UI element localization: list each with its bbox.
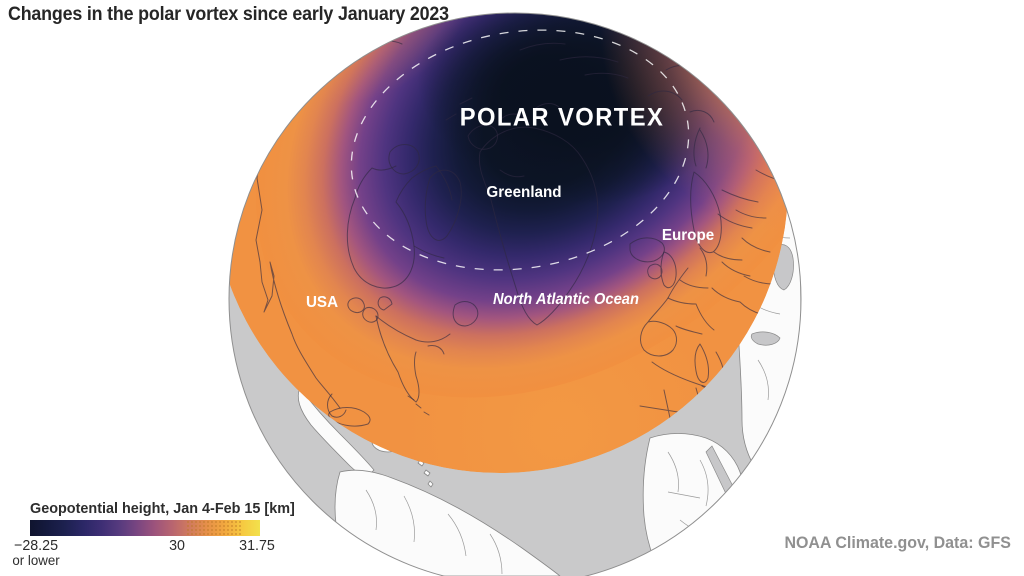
label-usa: USA	[305, 294, 339, 311]
legend-tick-min: −28.25 or lower	[12, 537, 60, 568]
legend-tick-min-note: or lower	[12, 552, 60, 568]
legend-colorbar	[30, 520, 260, 536]
legend-title: Geopotential height, Jan 4-Feb 15 [km]	[30, 500, 295, 517]
label-north-atlantic-ocean: North Atlantic Ocean	[493, 291, 639, 308]
label-greenland: Greenland	[486, 184, 562, 201]
legend-tick-mid: 30	[169, 537, 185, 554]
black-sea	[750, 331, 781, 346]
legend-stipple-texture	[186, 520, 242, 536]
credit: NOAA Climate.gov, Data: GFS	[784, 533, 1011, 552]
arctic-dashed-circle	[350, 29, 690, 271]
page-title: Changes in the polar vortex since early …	[8, 4, 449, 25]
legend-tick-max: 31.75	[239, 537, 275, 554]
label-polar-vortex: POLAR VORTEX	[459, 103, 665, 132]
label-europe: Europe	[661, 227, 715, 244]
globe-rim	[228, 12, 802, 576]
